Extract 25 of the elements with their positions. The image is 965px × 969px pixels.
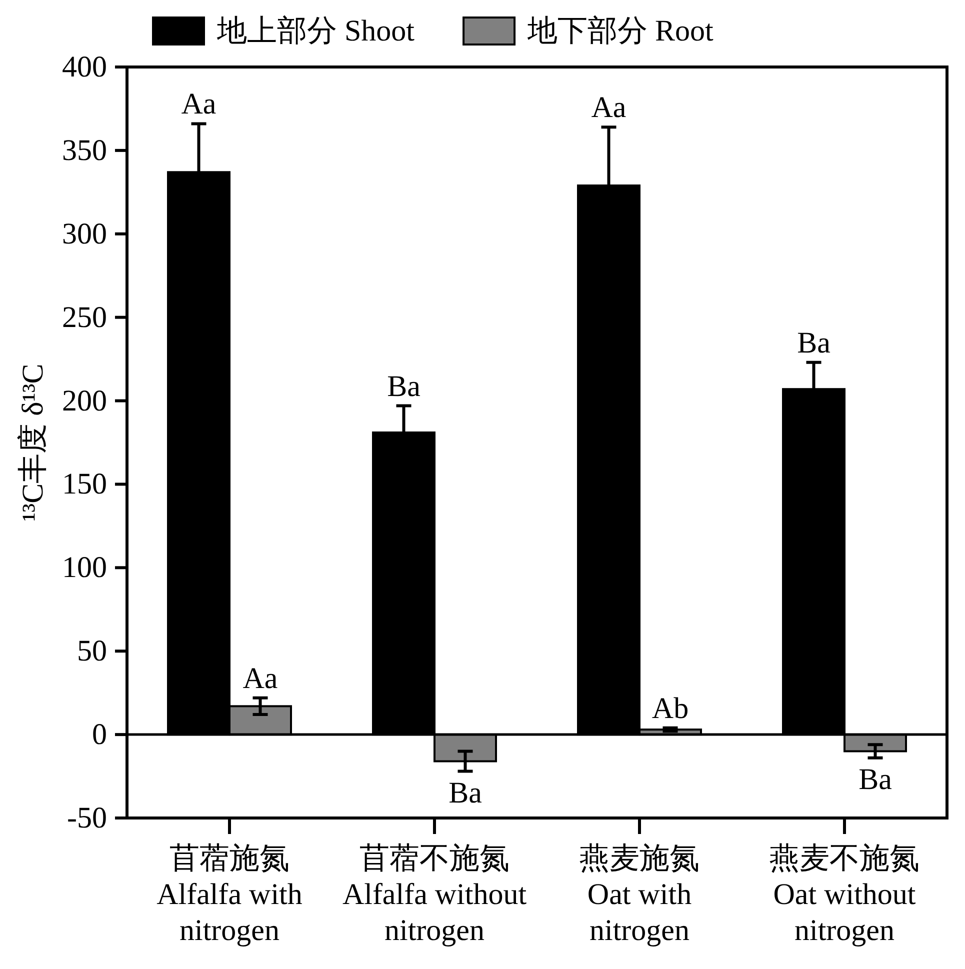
data-label: Ba bbox=[387, 370, 420, 403]
data-label: Ab bbox=[652, 692, 689, 725]
y-tick-label: -50 bbox=[67, 802, 107, 834]
data-label: Ba bbox=[797, 326, 830, 360]
data-label: Aa bbox=[181, 88, 216, 121]
y-axis-title: ¹³C丰度 δ¹³C bbox=[16, 364, 50, 522]
x-tick-label: 苜蓿施氮 Alfalfa with nitrogen bbox=[156, 842, 302, 947]
y-tick-label: 400 bbox=[62, 50, 107, 84]
data-label: Ba bbox=[448, 776, 482, 810]
x-tick-label: 燕麦施氮 Oat with nitrogen bbox=[580, 842, 700, 947]
y-tick-label: 300 bbox=[62, 217, 107, 250]
data-label: Aa bbox=[242, 662, 278, 695]
y-tick-label: 250 bbox=[62, 300, 107, 334]
legend-label: 地上部分 Shoot bbox=[216, 14, 416, 48]
data-label: Aa bbox=[591, 91, 626, 124]
legend-label: 地下部分 Root bbox=[526, 14, 714, 48]
y-tick-label: 350 bbox=[62, 134, 107, 167]
x-tick-label: 苜蓿不施氮 Alfalfa without nitrogen bbox=[342, 842, 528, 947]
data-label: Ba bbox=[858, 762, 892, 796]
y-tick-label: 200 bbox=[62, 384, 107, 418]
y-tick-label: 0 bbox=[92, 718, 107, 752]
y-tick-label: 150 bbox=[62, 468, 107, 501]
x-tick-label: 燕麦不施氮 Oat without nitrogen bbox=[770, 842, 920, 947]
y-tick-label: 50 bbox=[77, 634, 107, 668]
y-tick-label: 100 bbox=[62, 551, 107, 584]
